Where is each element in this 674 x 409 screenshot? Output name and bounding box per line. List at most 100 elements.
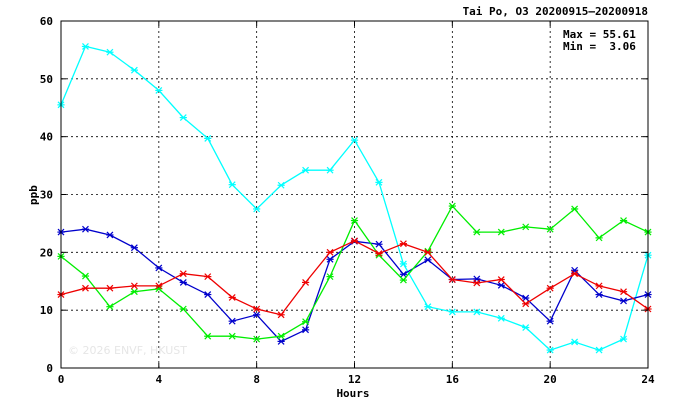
data-point [204,332,212,340]
stat-max: Max = 55.61 [563,28,636,41]
x-tick-label: 4 [156,373,163,386]
data-point [399,260,408,268]
data-point [424,248,432,256]
y-tick-label: 10 [40,304,53,317]
y-tick-label: 0 [46,362,53,375]
data-point [399,240,408,248]
data-point [155,86,163,94]
data-point [253,205,261,213]
data-point [546,346,554,354]
data-point [595,282,603,290]
data-point [130,66,138,74]
data-point [522,324,530,331]
series-4 [57,237,652,319]
data-point [497,281,505,289]
data-point [473,228,481,236]
data-point [619,297,628,305]
data-point [277,181,285,189]
y-tick-label: 50 [40,73,53,86]
data-point [326,273,334,281]
series-2 [57,225,652,345]
x-tick-label: 16 [446,373,460,386]
data-point [228,332,236,340]
series-1 [57,43,652,354]
series-3 [57,202,652,343]
x-tick-label: 24 [641,373,655,386]
data-point [301,326,310,334]
data-point [522,300,530,308]
data-point [399,276,408,284]
y-tick-label: 60 [40,15,53,28]
series-layer [57,43,652,354]
data-point [301,166,310,174]
data-point [375,240,383,248]
data-point [571,338,579,346]
data-point [546,317,554,325]
data-point [497,314,505,322]
data-point [497,276,505,283]
data-point [228,294,236,301]
data-point [448,276,456,283]
data-point [130,282,138,290]
data-point [106,284,114,292]
data-point [497,228,505,236]
data-point [179,305,187,313]
data-point [473,279,481,287]
data-point [277,332,285,340]
data-point [106,231,114,239]
data-point [155,282,163,290]
data-point [179,278,187,286]
data-point [546,225,554,233]
y-tick-label: 40 [40,131,53,144]
x-tick-label: 20 [544,373,557,386]
data-point [326,248,334,256]
data-point [228,181,236,189]
data-point [522,294,530,302]
data-point [326,255,334,263]
data-point [204,134,212,142]
data-point [619,335,628,343]
data-point [179,270,187,278]
data-point [399,270,408,278]
data-point [179,114,187,122]
chart-title: Tai Po, O3 20200915—20200918 [463,5,648,18]
data-point [81,43,90,50]
data-point [204,273,212,281]
data-point [424,256,432,264]
data-point [350,217,359,224]
data-point [130,288,138,296]
data-point [204,291,212,298]
data-point [546,284,554,292]
data-point [350,237,359,245]
data-point [473,308,481,316]
data-point [375,178,383,186]
data-point [155,264,163,272]
y-tick-label: 20 [40,246,53,259]
watermark: © 2026 ENVF, HKUST [68,344,187,357]
data-point [253,305,261,313]
data-point [253,335,261,343]
data-point [81,225,90,233]
data-point [424,303,432,311]
x-axis-title: Hours [336,387,369,400]
data-point [350,136,359,144]
data-point [130,244,138,252]
data-point [106,48,114,56]
data-point [253,311,261,319]
x-tick-label: 8 [253,373,260,386]
x-tick-label: 0 [58,373,65,386]
data-point [571,205,579,213]
data-point [522,223,530,231]
data-point [106,303,114,311]
data-point [81,284,90,292]
y-tick-label: 30 [40,189,53,202]
data-point [571,270,579,278]
data-point [595,346,603,354]
data-point [326,166,334,174]
data-point [301,278,310,286]
data-point [619,288,628,296]
y-axis-title: ppb [27,185,40,205]
data-point [595,234,603,242]
